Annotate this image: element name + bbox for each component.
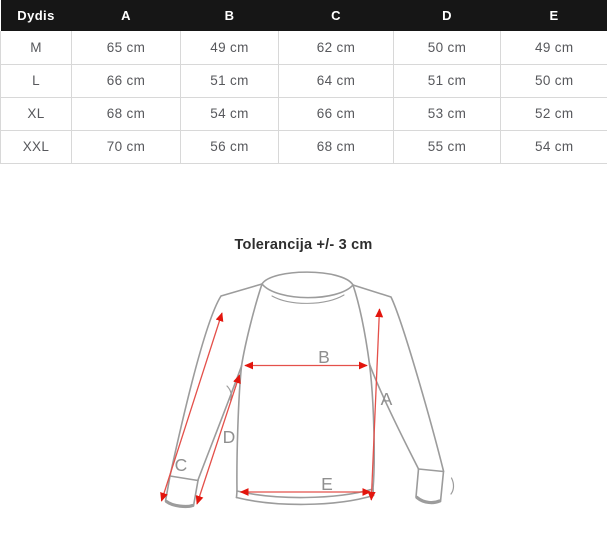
measurement-cell: 65 cm <box>71 31 181 65</box>
dimension-label-c: C <box>175 455 188 475</box>
hem-left-edge <box>235 490 238 499</box>
cuff-right-bottom <box>415 495 442 505</box>
measurement-cell: 50 cm <box>393 31 501 65</box>
table-header-row: Dydis A B C D E <box>0 0 607 31</box>
raglan-seam-left <box>240 283 263 367</box>
cuff-right-top <box>417 468 445 473</box>
hem-top-line <box>236 488 374 499</box>
measurement-cell: 68 cm <box>71 96 181 131</box>
column-header-d: D <box>393 0 501 31</box>
cuff-left-side <box>164 475 171 502</box>
measurement-cell: 53 cm <box>393 96 501 131</box>
measurement-cell: 62 cm <box>278 31 394 65</box>
size-cell: M <box>0 31 72 65</box>
right-cuff-wrinkle <box>450 477 455 495</box>
measurement-cell: 49 cm <box>500 31 607 65</box>
sleeve-outer-right <box>352 284 445 472</box>
measurement-cell: 50 cm <box>500 63 607 98</box>
measurement-cell: 51 cm <box>180 63 279 98</box>
dimension-label-d: D <box>223 427 236 447</box>
table-row-xxl: XXL 70 cm 56 cm 68 cm 55 cm 54 cm <box>0 129 607 164</box>
measure-arrow-c <box>160 312 224 502</box>
measurement-cell: 56 cm <box>180 129 279 164</box>
measurement-cell: 54 cm <box>500 129 607 164</box>
collar-rib-line <box>271 294 345 304</box>
measurement-cell: 70 cm <box>71 129 181 164</box>
column-header-size: Dydis <box>0 0 72 31</box>
measurement-cell: 68 cm <box>278 129 394 164</box>
dimension-label-e: E <box>321 474 333 494</box>
measurement-cell: 54 cm <box>180 96 279 131</box>
column-header-e: E <box>500 0 607 31</box>
measurement-cell: 66 cm <box>71 63 181 98</box>
measurement-cell: 52 cm <box>500 96 607 131</box>
body-left-edge <box>236 365 243 492</box>
measurement-cell: 55 cm <box>393 129 501 164</box>
hem-bottom-line <box>235 494 375 506</box>
size-cell: XL <box>0 96 72 131</box>
measurement-cell: 51 cm <box>393 63 501 98</box>
cuff-right-side2 <box>439 470 445 503</box>
measurement-cell: 49 cm <box>180 31 279 65</box>
dimension-label-a: A <box>381 389 393 409</box>
tolerance-note: Tolerancija +/- 3 cm <box>234 237 373 253</box>
column-header-c: C <box>278 0 394 31</box>
table-row-l: L 66 cm 51 cm 64 cm 51 cm 50 cm <box>0 63 607 98</box>
raglan-seam-right <box>352 284 371 365</box>
dimension-labels: A B C D E <box>175 347 393 494</box>
size-cell: XXL <box>0 129 72 164</box>
sleeve-outer-left <box>169 283 263 477</box>
measure-arrow-a <box>367 308 384 501</box>
collar-outer-line <box>261 271 354 286</box>
body-right-edge <box>368 363 376 490</box>
measurement-cell: 66 cm <box>278 96 394 131</box>
collar-inner-line <box>261 283 354 299</box>
column-header-b: B <box>180 0 279 31</box>
sleeve-inner-right <box>368 363 420 470</box>
table-row-xl: XL 68 cm 54 cm 66 cm 53 cm 52 cm <box>0 96 607 131</box>
cuff-right-side <box>415 468 420 498</box>
size-table: Dydis A B C D E M 65 cm 49 cm 62 cm 50 c… <box>0 0 607 164</box>
size-cell: L <box>0 63 72 98</box>
measure-arrow-d <box>195 374 241 505</box>
cuff-left-bottom <box>164 499 195 509</box>
cuff-left-side2 <box>192 479 199 507</box>
sweatshirt-outline <box>164 271 455 509</box>
hem-right-edge <box>372 488 375 497</box>
armpit-wrinkle <box>226 385 232 401</box>
table-row-m: M 65 cm 49 cm 62 cm 50 cm 49 cm <box>0 31 607 65</box>
column-header-a: A <box>71 0 181 31</box>
dimension-label-b: B <box>318 347 330 367</box>
measurement-arrows <box>160 308 384 505</box>
measurement-cell: 64 cm <box>278 63 394 98</box>
cuff-left-top <box>169 475 199 482</box>
sleeve-inner-left <box>197 365 243 481</box>
